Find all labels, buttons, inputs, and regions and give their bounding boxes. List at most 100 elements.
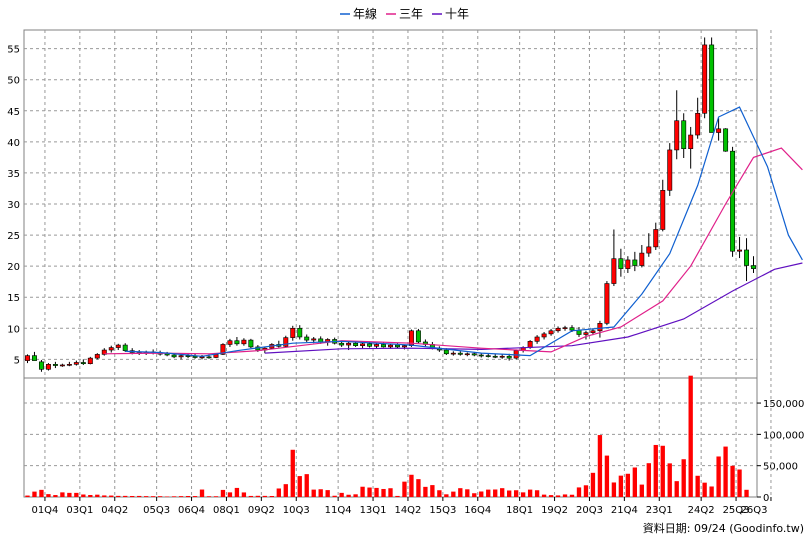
- candle-body: [248, 339, 254, 348]
- volume-bar: [702, 482, 707, 497]
- volume-bar: [465, 489, 470, 497]
- candle-body: [388, 344, 393, 348]
- volume-bar: [304, 474, 309, 497]
- candle-body: [45, 364, 51, 370]
- price-tick-label: 5: [14, 355, 20, 366]
- volume-bar: [569, 494, 575, 497]
- volume-bar: [381, 488, 386, 497]
- price-tick-label: 40: [7, 138, 20, 149]
- volume-bar: [409, 474, 414, 497]
- candle-body: [38, 361, 44, 370]
- volume-bar: [130, 495, 135, 497]
- volume-bar: [632, 467, 637, 497]
- price-tick-label: 50: [7, 76, 20, 87]
- candle-body: [506, 355, 512, 359]
- volume-bar: [269, 495, 274, 497]
- volume-bar: [667, 463, 672, 497]
- volume-bar: [46, 494, 51, 497]
- volume-bar: [32, 491, 37, 497]
- volume-bar: [60, 492, 65, 497]
- volume-tick-label: 100,000: [763, 430, 804, 441]
- candle-body: [101, 349, 107, 355]
- candle-body: [297, 327, 303, 338]
- candle-body: [583, 332, 589, 335]
- volume-bar: [178, 496, 184, 497]
- candle-body: [457, 352, 463, 355]
- candle-body: [464, 353, 470, 356]
- candle-body: [304, 336, 310, 341]
- ma-1-year-line: [125, 106, 803, 357]
- candle-body: [94, 354, 100, 359]
- volume-bar: [311, 489, 316, 497]
- volume-bar: [688, 375, 693, 497]
- candle-body: [283, 337, 289, 347]
- candle-body: [339, 342, 345, 346]
- candle-body: [548, 330, 554, 335]
- volume-bar: [597, 435, 603, 497]
- volume-bar: [185, 495, 191, 497]
- candle-body: [618, 258, 624, 269]
- volume-bar: [144, 496, 149, 497]
- candle-body: [555, 327, 561, 332]
- x-tick-label: 26Q3: [741, 505, 768, 516]
- candle-body: [199, 356, 205, 359]
- volume-bar: [262, 495, 268, 497]
- price-tick-label: 10: [7, 324, 20, 335]
- volume-bar: [674, 481, 679, 497]
- x-tick-label: 09Q2: [248, 505, 275, 516]
- volume-bar: [590, 472, 596, 497]
- candle-body: [59, 364, 65, 367]
- volume-bar: [402, 481, 407, 497]
- candle-body: [360, 343, 366, 346]
- volume-bar: [479, 491, 484, 497]
- volume-bar: [639, 484, 644, 497]
- volume-bar: [123, 495, 128, 497]
- candle-body: [492, 355, 498, 358]
- x-tick-label: 25Q3: [723, 505, 750, 516]
- volume-bar: [618, 475, 624, 497]
- volume-bar: [437, 490, 442, 497]
- volume-bar: [25, 495, 30, 497]
- volume-bar: [681, 459, 686, 497]
- candle-body: [527, 341, 533, 348]
- candle-body: [178, 355, 184, 358]
- volume-bar: [458, 488, 463, 497]
- candle-body: [415, 330, 421, 343]
- candle-body: [367, 343, 373, 347]
- x-tick-label: 01Q4: [31, 505, 58, 516]
- candle-body: [674, 120, 680, 151]
- volume-bar: [660, 445, 665, 497]
- candle-body: [220, 344, 226, 355]
- candle-body: [730, 150, 736, 252]
- candle-body: [639, 252, 645, 266]
- candle-body: [681, 120, 687, 149]
- candle-body: [108, 347, 114, 351]
- candle-body: [395, 344, 400, 348]
- candle-body: [702, 44, 708, 114]
- candle-body: [499, 355, 505, 358]
- x-tick-label: 03Q1: [66, 505, 93, 516]
- volume-bar: [241, 492, 247, 497]
- x-tick-label: 10Q3: [283, 505, 310, 516]
- candle-body: [115, 344, 121, 348]
- candle-body: [25, 355, 30, 361]
- ma-3-year-line: [104, 147, 803, 355]
- volume-bar: [297, 476, 302, 497]
- volume-bar: [164, 496, 170, 497]
- volume-bar: [576, 487, 582, 497]
- candle-body: [695, 112, 701, 136]
- volume-bar: [137, 495, 142, 497]
- volume-bar: [695, 475, 700, 497]
- volume-bar: [157, 496, 163, 497]
- candle-body: [185, 355, 191, 357]
- volume-bar: [583, 485, 589, 497]
- volume-bar: [109, 495, 114, 497]
- x-tick-label: 15Q3: [429, 505, 456, 516]
- volume-bar: [513, 490, 519, 497]
- volume-bar: [102, 495, 107, 497]
- volume-bar: [199, 489, 205, 497]
- volume-bar: [339, 492, 344, 497]
- volume-tick-label: 0: [763, 493, 769, 504]
- candle-body: [688, 134, 694, 149]
